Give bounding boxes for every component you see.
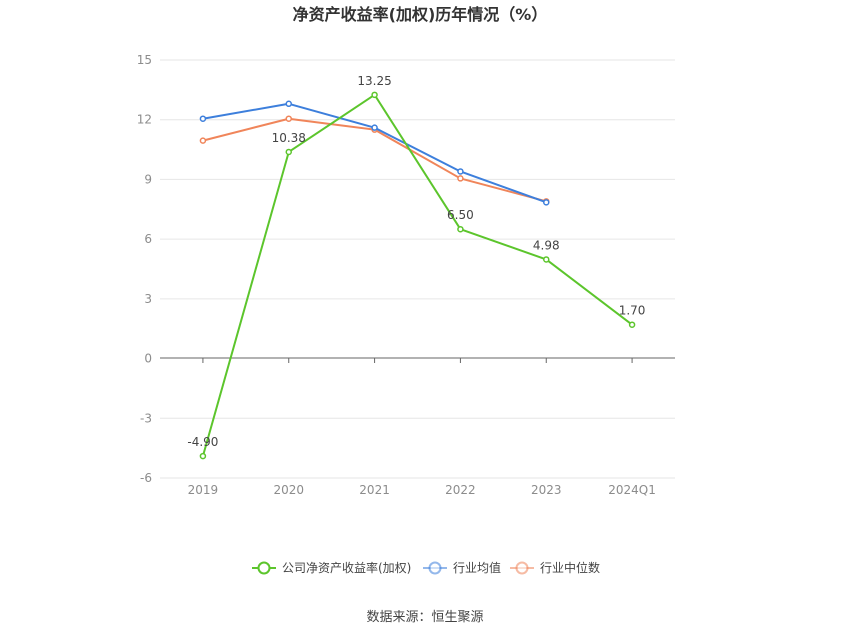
y-tick-label: 9: [144, 172, 152, 186]
chart-title: 净资产收益率(加权)历年情况（%）: [293, 5, 548, 24]
y-tick-label: 6: [144, 232, 152, 246]
data-point[interactable]: [457, 168, 464, 175]
legend-item[interactable]: 行业中位数: [510, 560, 600, 575]
data-point[interactable]: [199, 452, 207, 460]
data-point[interactable]: [285, 115, 292, 122]
x-tick-label: 2019: [188, 483, 219, 497]
data-label: 13.25: [357, 74, 391, 88]
data-point[interactable]: [371, 91, 378, 99]
x-tick-label: 2023: [531, 483, 562, 497]
y-tick-label: 12: [137, 113, 152, 127]
data-point[interactable]: [199, 137, 207, 144]
data-point[interactable]: [371, 124, 378, 131]
data-point[interactable]: [628, 321, 636, 328]
data-label: 4.98: [533, 238, 560, 252]
legend-marker: [257, 561, 271, 575]
legend-label: 公司净资产收益率(加权): [282, 560, 411, 575]
legend-label: 行业中位数: [540, 560, 600, 575]
y-axis: 15 12 9 6 3 0 -3 -6: [137, 53, 152, 485]
x-tick-label: 2021: [359, 483, 390, 497]
data-point[interactable]: [457, 225, 464, 233]
source-note: 数据来源：恒生聚源: [366, 610, 483, 625]
y-tick-label: -6: [140, 471, 152, 485]
data-labels: -4.90 10.38 13.25 6.50 4.98 1.70: [187, 74, 645, 449]
y-tick-label: 3: [144, 292, 152, 306]
data-point[interactable]: [543, 199, 550, 206]
data-point[interactable]: [285, 100, 292, 108]
legend-marker: [428, 561, 442, 575]
data-point[interactable]: [199, 115, 207, 122]
legend-item[interactable]: 行业均值: [423, 560, 501, 575]
data-label: 6.50: [447, 208, 474, 222]
y-tick-label: 0: [144, 352, 152, 366]
data-label: -4.90: [187, 435, 218, 449]
data-point[interactable]: [285, 148, 292, 156]
data-point[interactable]: [543, 256, 550, 263]
legend: 公司净资产收益率(加权) 行业均值 行业中位数: [252, 560, 600, 575]
series-0: [199, 91, 636, 460]
legend-marker: [515, 561, 529, 575]
series-line: [201, 93, 633, 457]
grid-lines: [160, 59, 675, 479]
data-point[interactable]: [457, 175, 464, 182]
x-tick-label: 2024Q1: [608, 483, 656, 497]
x-tick-label: 2020: [273, 483, 304, 497]
data-label: 10.38: [272, 131, 306, 145]
x-tick-label: 2022: [445, 483, 476, 497]
legend-label: 行业均值: [453, 560, 501, 575]
legend-item[interactable]: 公司净资产收益率(加权): [252, 560, 411, 575]
y-tick-label: 15: [137, 53, 152, 67]
series-1: [199, 100, 550, 206]
data-label: 1.70: [619, 304, 646, 318]
x-axis: 2019 2020 2021 2022 2023 2024Q1: [160, 357, 675, 497]
y-tick-label: -3: [140, 411, 152, 425]
series-lines: [199, 91, 636, 460]
